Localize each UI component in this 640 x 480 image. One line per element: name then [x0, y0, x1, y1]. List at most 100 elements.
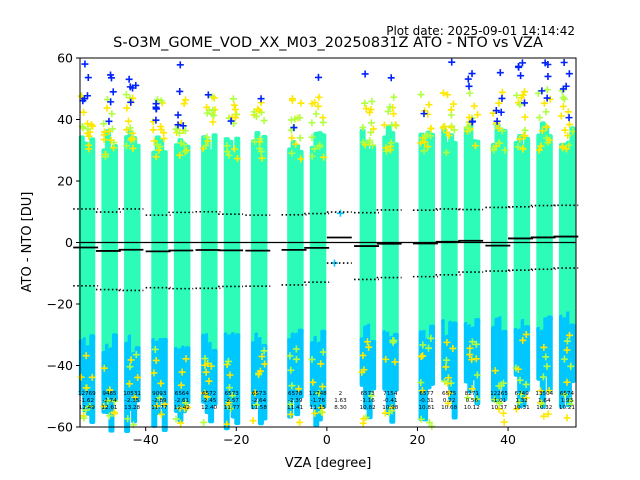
- y-tick-label: 20: [57, 174, 73, 189]
- bin-column: [308, 73, 328, 427]
- bin-stat-std: 11.41: [287, 405, 303, 411]
- bin-stat-std: 11.77: [224, 405, 240, 411]
- bin-stat-mean: 1.64: [538, 398, 551, 404]
- bin-stat-std: 10.98: [382, 405, 398, 411]
- y-tick-label: 40: [57, 112, 73, 127]
- bin-stat-std: 11.58: [251, 405, 267, 411]
- bin-stat-mean: -2.39: [288, 398, 303, 404]
- bin-stat-std: 12.49: [79, 405, 95, 411]
- y-tick-label: −20: [47, 297, 73, 312]
- bin-stat-mean: -1.01: [492, 398, 507, 404]
- bin-columns: [77, 58, 577, 434]
- bin-stat-mean: -0.41: [383, 398, 398, 404]
- bin-stat-count: 9485: [102, 391, 117, 397]
- y-tick-label: −40: [47, 358, 73, 373]
- bin-stat-count: 12769: [78, 391, 96, 397]
- bin-stat-count: 6577: [419, 391, 434, 397]
- statistics-lines: [73, 204, 579, 292]
- bin-stat-std: 10.21: [559, 405, 575, 411]
- bin-stat-count: 6575: [442, 391, 457, 397]
- bin-stat-count: 8271: [465, 391, 480, 397]
- bin-stat-count: 6564: [175, 391, 190, 397]
- bin-stat: 21.638.30: [334, 391, 347, 411]
- bin-column: [380, 74, 400, 424]
- bin-column: [100, 71, 118, 433]
- bin-column: [557, 59, 577, 422]
- bin-column: [512, 59, 531, 413]
- bin-stat-mean: -1.76: [311, 398, 326, 404]
- bin-stat-mean: -0.31: [419, 398, 434, 404]
- bin-stat-mean: 1.93: [561, 398, 574, 404]
- bin-stat-count: 6573: [225, 391, 240, 397]
- bin-column: [223, 95, 241, 431]
- bin-stat-std: 10.32: [536, 405, 552, 411]
- bin-stat-mean: -2.64: [252, 398, 267, 404]
- bin-stat-count: 2: [339, 391, 343, 397]
- bin-stat-mean: -2.35: [125, 398, 140, 404]
- bin-stat-count: 13504: [535, 391, 553, 397]
- y-axis-label: ATO - NTO [DU]: [20, 192, 35, 293]
- bin-column: [417, 91, 436, 430]
- bin-stat-count: 6749: [515, 391, 530, 397]
- bin-stat-std: 12.61: [101, 405, 117, 411]
- plot-date: Plot date: 2025-09-01 14:14:42: [386, 24, 575, 38]
- bin-stat-mean: 1.63: [334, 398, 347, 404]
- bin-stat-std: 10.12: [464, 405, 480, 411]
- bin-stat-count: 12748: [309, 391, 327, 397]
- bin-stat-std: 8.30: [334, 405, 347, 411]
- bin-column: [122, 75, 142, 434]
- bin-stat-count: 6578: [288, 391, 303, 397]
- bin-column: [534, 59, 554, 420]
- bin-column: [199, 91, 219, 426]
- bin-stat-std: 11.15: [310, 405, 326, 411]
- bin-column: [463, 70, 482, 406]
- bin-stat-mean: 0.56: [466, 398, 479, 404]
- bin-stat-count: 9093: [152, 391, 167, 397]
- bin-stat-mean: -1.62: [80, 398, 94, 404]
- bin-stat-mean: -2.61: [175, 398, 190, 404]
- bin-column: [149, 96, 169, 432]
- bin-stat-mean: -2.57: [225, 398, 240, 404]
- bin-column: [358, 70, 377, 427]
- bin-column: [172, 61, 192, 427]
- bin-stat-count: 12265: [490, 391, 508, 397]
- bin-column: [489, 69, 509, 426]
- x-tick-label: 40: [500, 432, 516, 447]
- chart-title: S-O3M_GOME_VOD_XX_M03_20250831Z ATO - NT…: [113, 35, 543, 51]
- bin-stat-count: 10531: [123, 391, 141, 397]
- bin-stat-std: 12.42: [174, 405, 190, 411]
- bin-stat-count: 6573: [361, 391, 376, 397]
- bin-stat-count: 6572: [202, 391, 216, 397]
- y-tick-label: 0: [65, 235, 73, 250]
- y-tick-label: 60: [57, 51, 73, 66]
- bin-stat-std: 10.31: [514, 405, 530, 411]
- bin-column: [249, 95, 269, 426]
- bin-stat-std: 10.81: [419, 405, 435, 411]
- bin-stat-std: 10.82: [360, 405, 376, 411]
- bin-stat-mean: -2.89: [152, 398, 167, 404]
- bin-stat-count: 6574: [560, 391, 575, 397]
- bin-stat-std: 10.68: [441, 405, 457, 411]
- bin-stat-mean: -1.16: [360, 398, 375, 404]
- bin-stat-std: 11.77: [151, 405, 167, 411]
- x-tick-label: 0: [323, 432, 331, 447]
- bin-column: [439, 58, 458, 420]
- x-axis-label: VZA [degree]: [285, 456, 372, 471]
- bin-stat-mean: 1.32: [515, 398, 527, 404]
- x-tick-label: 20: [410, 432, 426, 447]
